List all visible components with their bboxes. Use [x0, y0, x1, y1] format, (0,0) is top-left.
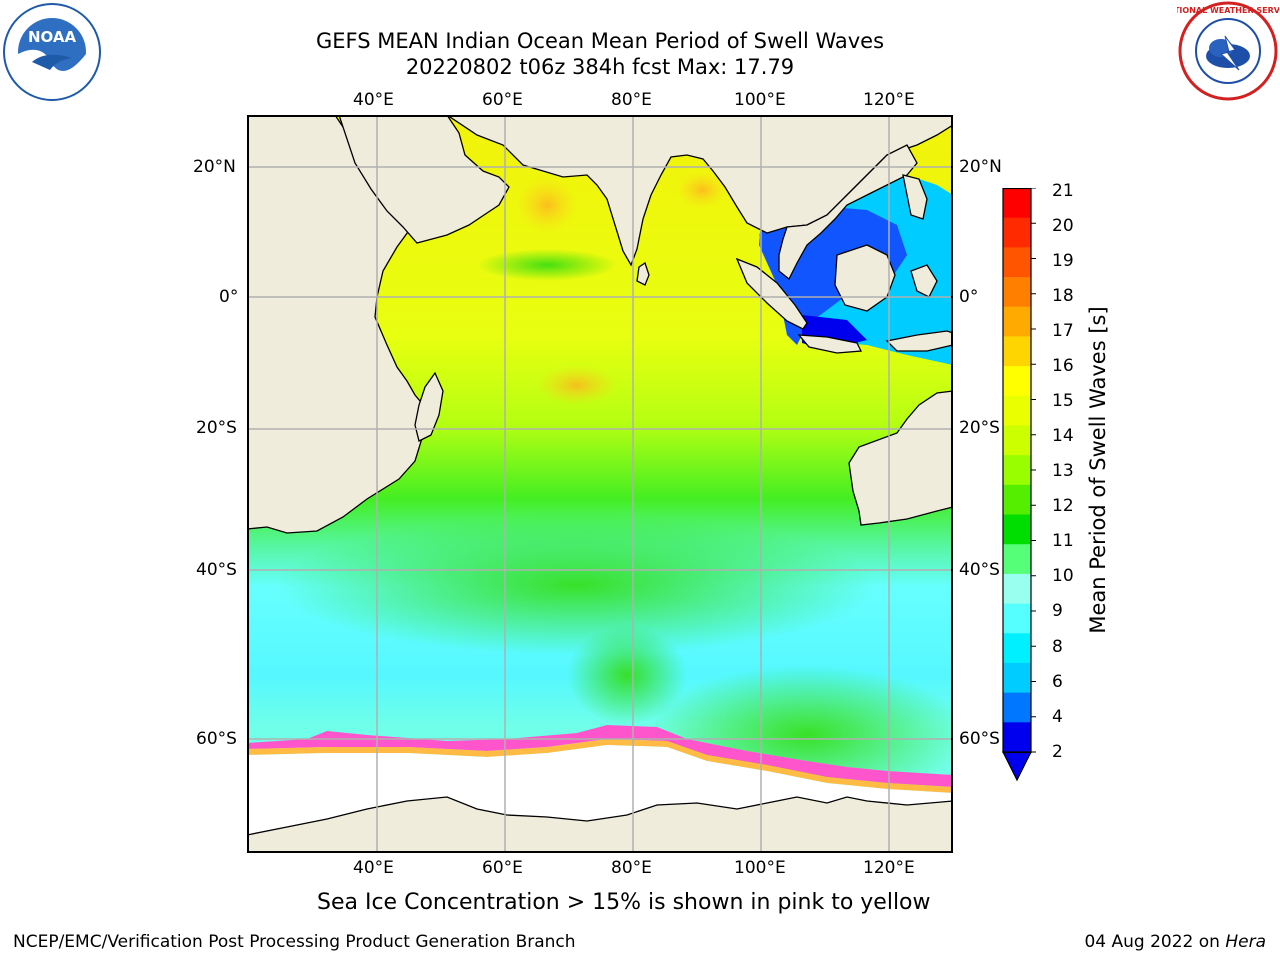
right-lat-tick: 20°N — [959, 157, 1002, 177]
colorbar-segment — [1003, 217, 1031, 248]
colorbar-tick: 6 — [1052, 672, 1063, 692]
land-sumatra — [735, 257, 808, 330]
colorbar-tick: 4 — [1052, 707, 1063, 727]
colorbar-segment — [1003, 692, 1031, 723]
colorbar-segment — [1003, 484, 1031, 516]
colorbar-tick: 19 — [1052, 251, 1074, 271]
land-philippines — [902, 174, 928, 220]
land-madagascar — [414, 371, 444, 442]
land-australia — [848, 390, 953, 526]
colorbar-segment — [1003, 662, 1031, 694]
green-swell-patch — [477, 249, 617, 281]
footer-credit: NCEP/EMC/Verification Post Processing Pr… — [13, 932, 576, 952]
orange-swell-patch — [517, 177, 577, 233]
colorbar-segment — [1003, 633, 1031, 664]
colorbar-segment — [1003, 306, 1031, 337]
top-lon-tick: 40°E — [353, 90, 394, 110]
colorbar-tick: 2 — [1052, 742, 1063, 762]
colorbar-extension — [1002, 751, 1032, 782]
right-lat-tick: 0° — [959, 287, 979, 307]
land-sri-lanka — [636, 261, 650, 286]
sea-ice-caption: Sea Ice Concentration > 15% is shown in … — [317, 890, 931, 915]
right-lat-tick: 60°S — [959, 729, 1000, 749]
colorbar-tick: 20 — [1052, 216, 1074, 236]
colorbar-segment — [1003, 544, 1031, 575]
bottom-lon-tick: 40°E — [353, 858, 394, 878]
top-lon-tick: 60°E — [482, 90, 523, 110]
bottom-lon-tick: 60°E — [482, 858, 523, 878]
map-frame — [247, 115, 953, 853]
swell-period-map — [247, 115, 953, 853]
colorbar-segment — [1003, 366, 1031, 397]
colorbar-segment — [1003, 455, 1031, 486]
colorbar-segment — [1003, 573, 1031, 605]
sea-ice-edge — [247, 725, 953, 787]
chart-title: GEFS MEAN Indian Ocean Mean Period of Sw… — [315, 29, 885, 53]
colorbar-segment — [1003, 336, 1031, 367]
land-java — [797, 334, 863, 354]
land-east-indonesia — [910, 264, 938, 298]
left-lat-tick: 60°S — [196, 729, 237, 749]
colorbar-segment — [1003, 395, 1031, 426]
bottom-lon-tick: 80°E — [611, 858, 652, 878]
bottom-lon-tick: 100°E — [734, 858, 786, 878]
top-lon-tick: 100°E — [734, 90, 786, 110]
left-lat-tick: 0° — [219, 287, 239, 307]
land-antarctica — [247, 796, 953, 853]
colorbar-tick: 8 — [1052, 637, 1063, 657]
svg-text:NOAA: NOAA — [28, 28, 77, 46]
colorbar-segment — [1003, 425, 1031, 456]
left-lat-tick: 20°N — [193, 157, 236, 177]
right-lat-tick: 20°S — [959, 418, 1000, 438]
colorbar-tick: 15 — [1052, 391, 1074, 411]
colorbar-tick: 21 — [1052, 181, 1074, 201]
colorbar-segment — [1003, 722, 1031, 753]
land-east-indonesia — [885, 330, 953, 352]
noaa-logo: NOAA — [2, 2, 102, 102]
colorbar-segment — [1003, 603, 1031, 634]
nws-logo: NATIONAL WEATHER SERVICE — [1162, 0, 1280, 102]
land-indochina — [778, 144, 918, 281]
colorbar-tick: 12 — [1052, 496, 1074, 516]
left-lat-tick: 40°S — [196, 560, 237, 580]
chart-subtitle: 20220802 t06z 384h fcst Max: 17.79 — [405, 55, 795, 79]
colorbar-segment — [1003, 514, 1031, 545]
colorbar-tick: 18 — [1052, 286, 1074, 306]
sea-ice-edge — [247, 739, 953, 793]
colorbar-segment — [1003, 247, 1031, 278]
colorbar-tick: 16 — [1052, 356, 1074, 376]
left-lat-tick: 20°S — [196, 418, 237, 438]
colorbar-tick: 11 — [1052, 531, 1074, 551]
colorbar-segment — [1003, 277, 1031, 308]
green-swell-patch — [277, 515, 877, 655]
orange-swell-patch — [677, 172, 727, 208]
land-arabia — [338, 115, 510, 244]
colorbar-tick: 9 — [1052, 601, 1063, 621]
colorbar-tick: 14 — [1052, 426, 1074, 446]
colorbar-tick: 17 — [1052, 321, 1074, 341]
svg-text:NATIONAL WEATHER SERVICE: NATIONAL WEATHER SERVICE — [1177, 6, 1279, 15]
colorbar — [1002, 188, 1042, 788]
right-lat-tick: 40°S — [959, 560, 1000, 580]
colorbar-tick: 13 — [1052, 461, 1074, 481]
colorbar-segment — [1003, 188, 1031, 219]
orange-swell-patch — [537, 365, 617, 405]
bottom-lon-tick: 120°E — [863, 858, 915, 878]
footer-machine: Hera — [1225, 932, 1266, 952]
footer-date-text: 04 Aug 2022 on — [1084, 932, 1226, 952]
top-lon-tick: 120°E — [863, 90, 915, 110]
colorbar-tick: 10 — [1052, 566, 1074, 586]
green-swell-patch — [567, 625, 687, 725]
footer-date: 04 Aug 2022 on Hera — [1084, 932, 1266, 952]
top-lon-tick: 80°E — [611, 90, 652, 110]
